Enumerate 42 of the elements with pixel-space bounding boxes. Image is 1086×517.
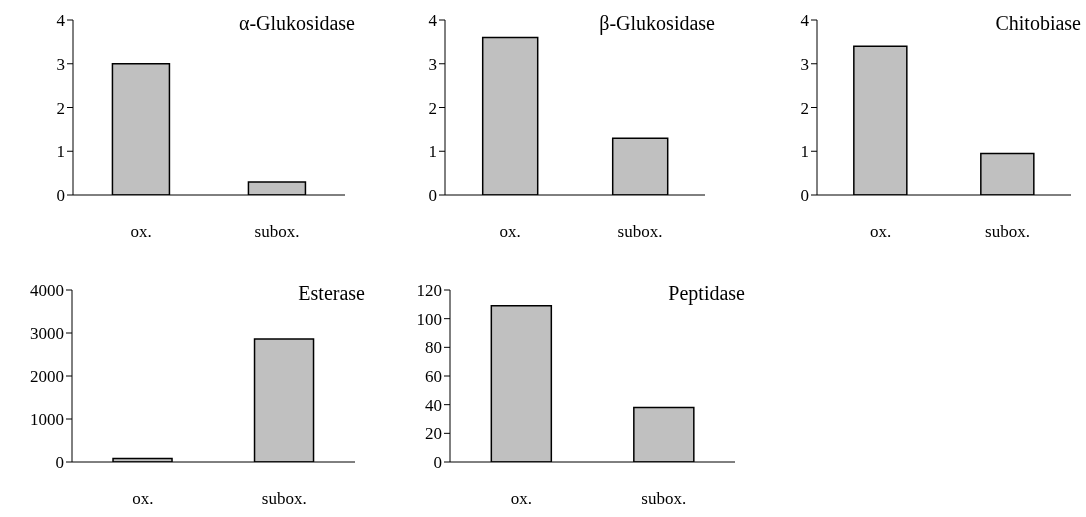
y-tick-label: 0 bbox=[56, 186, 65, 206]
x-tick-label: ox. bbox=[499, 222, 521, 242]
x-tick-label: ox. bbox=[510, 489, 532, 509]
x-tick-label: subox. bbox=[641, 489, 687, 509]
y-tick-label: 4000 bbox=[30, 281, 64, 301]
x-tick-label: subox. bbox=[985, 222, 1030, 242]
y-tick-label: 20 bbox=[425, 424, 442, 444]
y-tick-label: 4 bbox=[428, 11, 438, 31]
y-tick-label: 0 bbox=[428, 186, 437, 206]
chart-title: Esterase bbox=[298, 282, 365, 305]
chart-title: Chitobiase bbox=[995, 12, 1081, 35]
x-tick-label: subox. bbox=[261, 489, 307, 509]
chart-title: Peptidase bbox=[668, 282, 745, 305]
y-tick-label: 60 bbox=[425, 367, 442, 387]
y-tick-label: 3 bbox=[800, 54, 809, 74]
y-tick-label: 4 bbox=[56, 11, 66, 31]
x-tick-label: ox. bbox=[132, 489, 154, 509]
x-tick-label: ox. bbox=[869, 222, 892, 242]
y-tick-label: 3000 bbox=[30, 324, 64, 344]
x-tick-label: ox. bbox=[130, 222, 152, 242]
y-tick-label: 0 bbox=[433, 453, 442, 473]
y-tick-label: 3 bbox=[56, 54, 65, 74]
y-tick-label: 120 bbox=[416, 281, 442, 301]
y-tick-label: 3 bbox=[428, 54, 437, 74]
x-tick-label: subox. bbox=[617, 222, 663, 242]
y-tick-label: 4 bbox=[800, 11, 810, 31]
y-tick-label: 2 bbox=[428, 98, 437, 118]
y-tick-label: 2 bbox=[56, 98, 65, 118]
y-tick-label: 1 bbox=[428, 142, 437, 162]
chart-title: β-Glukosidase bbox=[599, 12, 715, 35]
y-tick-label: 0 bbox=[55, 453, 64, 473]
y-tick-label: 2 bbox=[800, 98, 809, 118]
y-tick-label: 40 bbox=[425, 395, 442, 415]
y-tick-label: 0 bbox=[800, 186, 809, 206]
y-tick-label: 100 bbox=[416, 309, 442, 329]
chart-title: α-Glukosidase bbox=[238, 12, 355, 35]
y-tick-label: 2000 bbox=[30, 367, 64, 387]
y-tick-label: 80 bbox=[425, 338, 442, 358]
y-tick-label: 1 bbox=[56, 142, 65, 162]
y-tick-label: 1 bbox=[800, 142, 809, 162]
x-tick-label: subox. bbox=[254, 222, 300, 242]
y-tick-label: 1000 bbox=[30, 410, 64, 430]
